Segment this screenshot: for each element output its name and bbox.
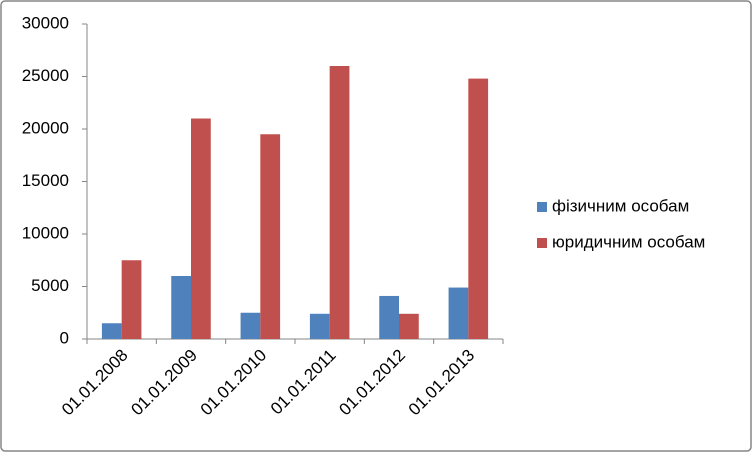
legend-label: юридичним особам	[552, 232, 705, 251]
bar	[171, 276, 191, 339]
y-tick-label: 5000	[31, 276, 69, 295]
y-tick-label: 30000	[22, 13, 69, 32]
bar	[121, 260, 142, 339]
bar	[260, 134, 281, 339]
bar	[240, 312, 261, 339]
y-tick-label: 0	[60, 328, 69, 347]
bar	[399, 313, 419, 339]
y-tick-label: 20000	[22, 118, 69, 137]
bar	[101, 323, 122, 339]
legend-label: фізичним особам	[552, 196, 689, 215]
bar	[468, 78, 489, 339]
bar	[379, 295, 399, 339]
y-tick-label: 10000	[22, 223, 69, 242]
bar	[191, 118, 211, 339]
legend-swatch	[537, 238, 547, 248]
legend-swatch	[537, 202, 547, 212]
y-tick-label: 15000	[22, 171, 69, 190]
bar	[329, 66, 350, 339]
y-tick-label: 25000	[22, 66, 69, 85]
bar	[309, 313, 330, 339]
bar	[448, 287, 469, 339]
